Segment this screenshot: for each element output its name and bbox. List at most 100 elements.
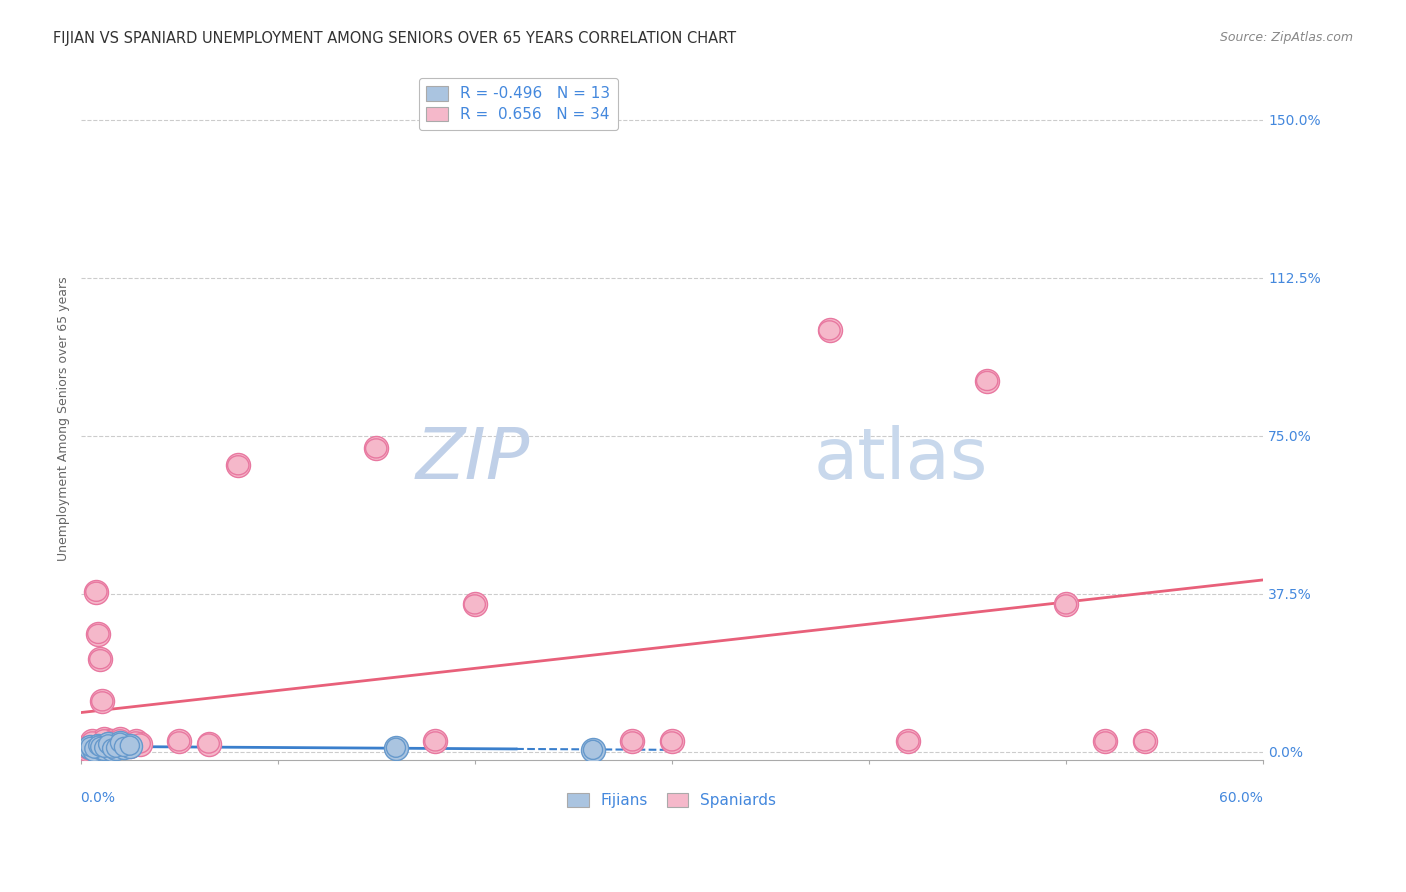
Point bbox=[582, 743, 605, 757]
Ellipse shape bbox=[198, 734, 219, 753]
Ellipse shape bbox=[90, 649, 111, 669]
Ellipse shape bbox=[91, 738, 110, 756]
Point bbox=[89, 739, 111, 754]
Point bbox=[118, 739, 141, 753]
Ellipse shape bbox=[82, 731, 103, 751]
Point bbox=[108, 736, 131, 750]
Point bbox=[125, 734, 148, 748]
Ellipse shape bbox=[103, 739, 122, 758]
Point bbox=[97, 737, 120, 751]
Ellipse shape bbox=[107, 739, 125, 757]
Point bbox=[93, 732, 115, 747]
Ellipse shape bbox=[583, 740, 603, 759]
Point bbox=[425, 734, 447, 748]
Ellipse shape bbox=[977, 371, 998, 391]
Ellipse shape bbox=[129, 734, 150, 753]
Point bbox=[105, 739, 128, 753]
Ellipse shape bbox=[105, 736, 127, 756]
Ellipse shape bbox=[84, 738, 105, 756]
Point bbox=[1054, 598, 1077, 612]
Point bbox=[976, 374, 998, 388]
Ellipse shape bbox=[387, 739, 405, 757]
Ellipse shape bbox=[169, 731, 190, 751]
Point bbox=[101, 734, 124, 748]
Text: ZIP: ZIP bbox=[416, 425, 530, 494]
Point bbox=[87, 627, 110, 641]
Ellipse shape bbox=[87, 624, 110, 643]
Text: 60.0%: 60.0% bbox=[1219, 791, 1263, 805]
Ellipse shape bbox=[80, 739, 101, 757]
Ellipse shape bbox=[121, 736, 139, 756]
Ellipse shape bbox=[661, 731, 682, 751]
Point bbox=[167, 734, 190, 748]
Ellipse shape bbox=[96, 736, 117, 756]
Point bbox=[1094, 734, 1116, 748]
Ellipse shape bbox=[84, 739, 104, 758]
Legend: Fijians, Spaniards: Fijians, Spaniards bbox=[561, 787, 782, 814]
Point bbox=[385, 740, 408, 755]
Point bbox=[621, 734, 644, 748]
Ellipse shape bbox=[94, 730, 115, 749]
Point bbox=[98, 734, 121, 748]
Text: FIJIAN VS SPANIARD UNEMPLOYMENT AMONG SENIORS OVER 65 YEARS CORRELATION CHART: FIJIAN VS SPANIARD UNEMPLOYMENT AMONG SE… bbox=[53, 31, 737, 46]
Point bbox=[112, 739, 135, 754]
Text: atlas: atlas bbox=[814, 425, 988, 494]
Point bbox=[112, 737, 135, 751]
Ellipse shape bbox=[97, 734, 120, 753]
Point bbox=[108, 732, 131, 747]
Ellipse shape bbox=[897, 731, 920, 751]
Ellipse shape bbox=[86, 582, 107, 601]
Ellipse shape bbox=[114, 738, 134, 756]
Point bbox=[86, 584, 108, 599]
Point bbox=[96, 739, 118, 753]
Ellipse shape bbox=[98, 735, 118, 754]
Point bbox=[661, 734, 683, 748]
Ellipse shape bbox=[120, 736, 141, 756]
Point bbox=[105, 740, 128, 755]
Point bbox=[366, 442, 388, 456]
Ellipse shape bbox=[366, 439, 387, 458]
Text: 0.0%: 0.0% bbox=[80, 791, 115, 805]
Point bbox=[79, 739, 101, 754]
Point bbox=[897, 734, 920, 748]
Point bbox=[818, 323, 841, 337]
Ellipse shape bbox=[111, 733, 129, 752]
Point bbox=[464, 598, 486, 612]
Point bbox=[82, 734, 104, 748]
Ellipse shape bbox=[1056, 595, 1077, 614]
Point bbox=[197, 737, 219, 751]
Ellipse shape bbox=[76, 739, 97, 758]
Ellipse shape bbox=[104, 734, 125, 753]
Point bbox=[93, 740, 115, 755]
Ellipse shape bbox=[621, 731, 643, 751]
Point bbox=[128, 737, 150, 751]
Point bbox=[91, 694, 114, 708]
Text: Source: ZipAtlas.com: Source: ZipAtlas.com bbox=[1219, 31, 1353, 45]
Point bbox=[76, 741, 98, 756]
Point bbox=[226, 458, 249, 473]
Point bbox=[118, 739, 141, 753]
Ellipse shape bbox=[464, 595, 485, 614]
Ellipse shape bbox=[89, 736, 108, 756]
Ellipse shape bbox=[110, 730, 131, 749]
Ellipse shape bbox=[100, 731, 121, 751]
Ellipse shape bbox=[94, 739, 114, 757]
Point bbox=[89, 652, 111, 666]
Ellipse shape bbox=[101, 731, 122, 751]
Ellipse shape bbox=[82, 738, 100, 756]
Ellipse shape bbox=[91, 692, 112, 711]
Ellipse shape bbox=[114, 734, 135, 753]
Point bbox=[83, 739, 105, 754]
Ellipse shape bbox=[1095, 731, 1116, 751]
Point bbox=[79, 740, 101, 755]
Point bbox=[83, 741, 105, 756]
Point bbox=[87, 739, 110, 753]
Ellipse shape bbox=[425, 731, 446, 751]
Point bbox=[1133, 734, 1156, 748]
Point bbox=[97, 737, 120, 751]
Ellipse shape bbox=[125, 731, 146, 751]
Ellipse shape bbox=[1135, 731, 1156, 751]
Y-axis label: Unemployment Among Seniors over 65 years: Unemployment Among Seniors over 65 years bbox=[58, 277, 70, 561]
Ellipse shape bbox=[818, 321, 841, 340]
Ellipse shape bbox=[228, 456, 249, 475]
